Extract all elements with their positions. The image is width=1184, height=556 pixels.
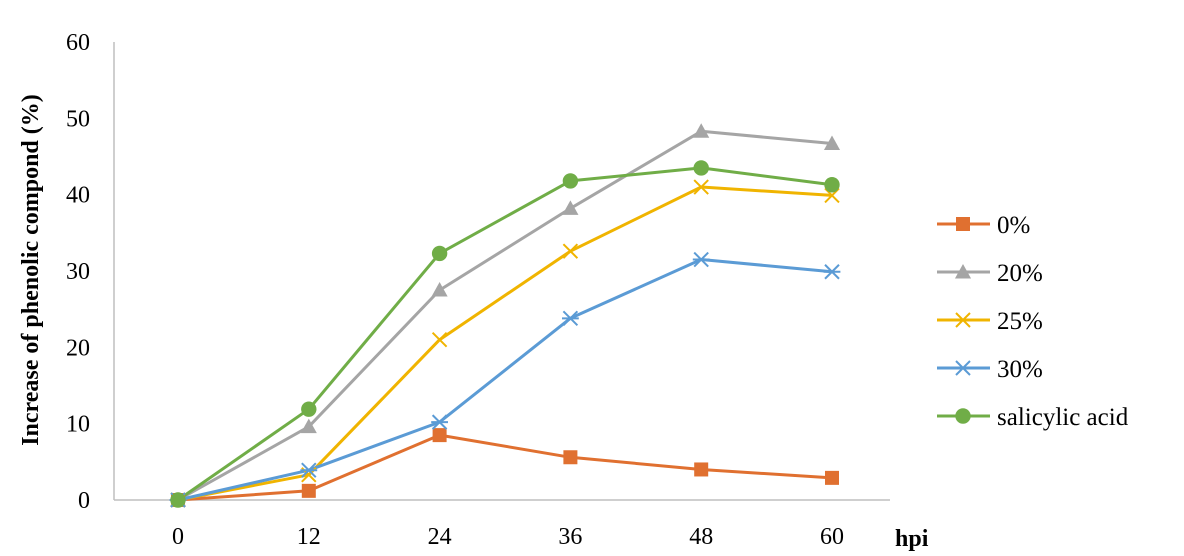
point-30pct-36 (562, 310, 579, 327)
point-0pct-36 (563, 450, 578, 465)
point-30pct-60 (823, 264, 841, 280)
point-25pct-24 (431, 331, 448, 348)
series-line-0pct (176, 433, 834, 502)
y-tick-label-60: 60 (66, 30, 90, 56)
x-tick-label-0: 0 (172, 524, 184, 550)
series-line-20pct (176, 129, 834, 502)
legend-label-30pct: 30% (997, 356, 1043, 383)
x-tick-labels: 0 12 24 36 48 60 (172, 524, 844, 550)
point-salicylic-acid-60 (824, 177, 840, 193)
point-0pct-60 (825, 470, 839, 485)
y-tick-label-20: 20 (66, 335, 90, 361)
point-0pct-24 (432, 428, 447, 443)
point-20pct-36 (562, 200, 579, 215)
legend-marker-salicylic-acid (955, 408, 971, 424)
series-lines (176, 129, 834, 502)
y-tick-labels: 0 10 20 30 40 50 60 (66, 30, 90, 514)
legend-marker-25pct (955, 312, 971, 328)
y-tick-label-10: 10 (66, 412, 90, 438)
legend-marker-30pct (954, 360, 972, 376)
legend-label-20pct: 20% (997, 260, 1043, 287)
x-tick-label-24: 24 (428, 524, 452, 550)
y-tick-label-0: 0 (78, 488, 90, 514)
point-30pct-48 (692, 251, 710, 268)
series-line-25pct (176, 185, 834, 502)
point-25pct-48 (693, 179, 709, 195)
x-tick-label-48: 48 (689, 524, 713, 550)
x-tick-label-60: 60 (820, 524, 844, 550)
y-tick-label-30: 30 (66, 259, 90, 285)
point-salicylic-acid-36 (562, 173, 579, 189)
legend-marker-0pct (956, 217, 970, 231)
point-20pct-48 (693, 123, 710, 138)
y-tick-label-40: 40 (66, 183, 90, 209)
y-tick-label-50: 50 (66, 106, 90, 132)
legend-label-salicylic-acid: salicylic acid (997, 404, 1129, 431)
point-25pct-36 (562, 243, 579, 259)
legend-label-25pct: 25% (997, 308, 1043, 335)
x-tick-label-12: 12 (297, 524, 321, 550)
legend-label-0pct: 0% (997, 212, 1030, 239)
point-20pct-12 (300, 418, 317, 434)
point-30pct-24 (431, 414, 448, 430)
x-axis-title: hpi (895, 526, 929, 552)
point-0pct-48 (694, 462, 709, 477)
point-salicylic-acid-24 (431, 245, 448, 262)
point-20pct-24 (431, 282, 448, 297)
x-tick-label-36: 36 (558, 524, 582, 550)
point-20pct-60 (823, 135, 841, 150)
series-line-30pct (176, 258, 834, 502)
point-0pct-12 (301, 483, 316, 498)
series-line-salicylic-acid (176, 166, 834, 502)
point-salicylic-acid-12 (301, 401, 317, 417)
series-markers (169, 123, 841, 508)
legend-marker-20pct (954, 263, 972, 279)
y-axis-title: Increase of phenolic compond (%) (18, 94, 44, 446)
legend: 0% 20% 25% 30% salicylic acid (937, 212, 1129, 431)
point-30pct-12 (300, 462, 318, 478)
point-salicylic-acid-0 (170, 492, 186, 508)
point-salicylic-acid-48 (693, 160, 709, 176)
